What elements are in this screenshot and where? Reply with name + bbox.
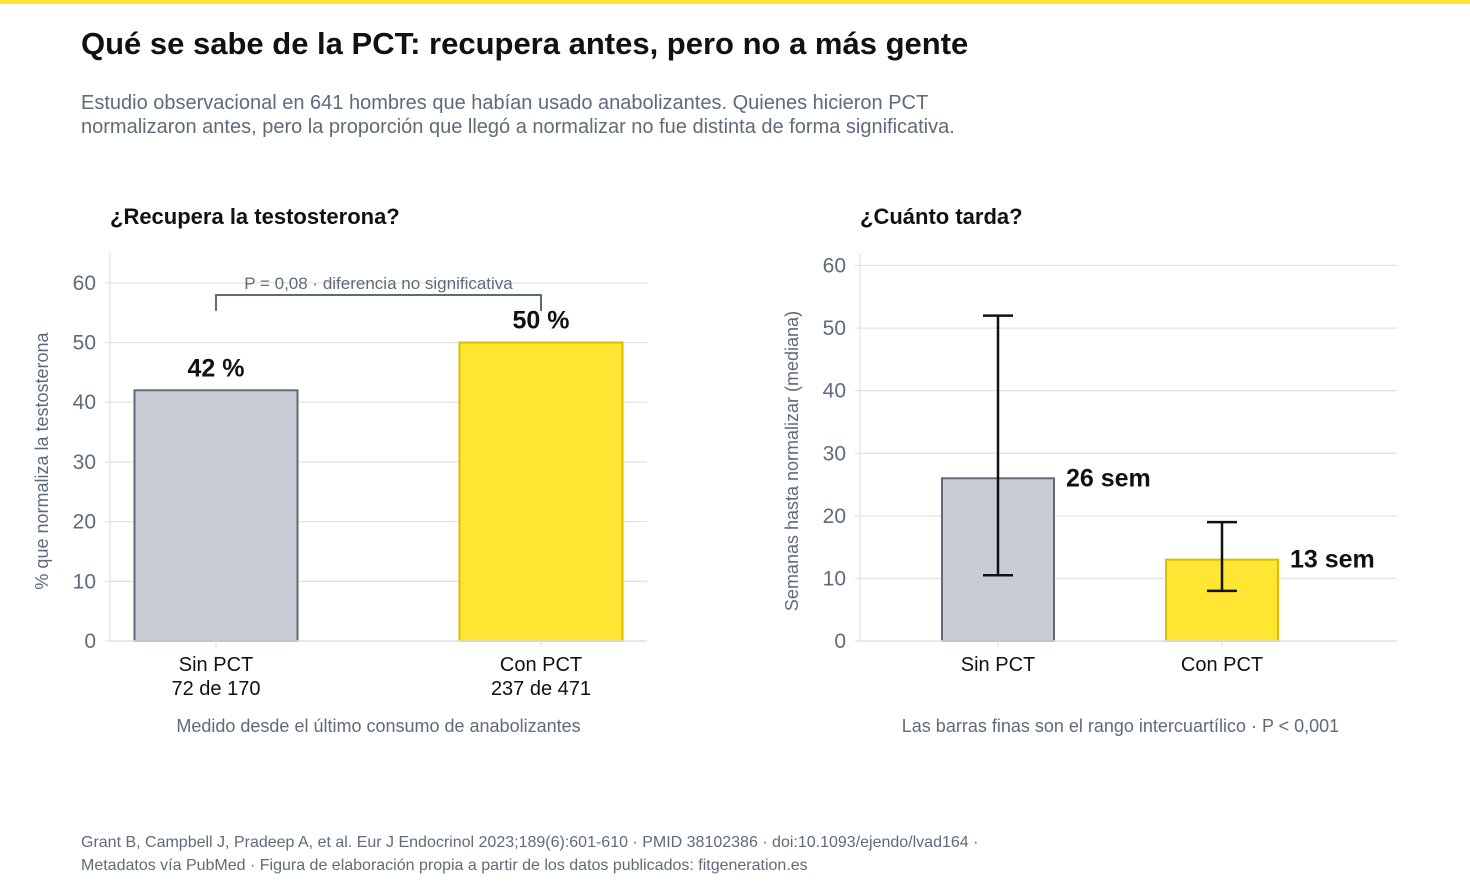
left-category-sublabel: 237 de 471: [491, 678, 591, 700]
left-ytick-label: 20: [73, 511, 96, 534]
right-ytick-label: 20: [823, 505, 846, 528]
right-y-axis-label: Semanas hasta normalizar (mediana): [782, 311, 802, 611]
right-ytick-label: 30: [823, 442, 846, 465]
right-value-label: 13 sem: [1290, 546, 1375, 574]
right-ytick-label: 50: [823, 317, 846, 340]
left-panel-title: ¿Recupera la testosterona?: [110, 204, 400, 229]
left-category-label: Con PCT: [500, 654, 582, 676]
left-significance-annotation: P = 0,08 · diferencia no significativa: [244, 274, 513, 293]
left-category-label: Sin PCT: [179, 654, 253, 676]
right-ytick-label: 40: [823, 380, 846, 403]
right-bar-con-pct: [1165, 558, 1279, 642]
left-ytick-label: 10: [73, 570, 96, 593]
left-value-label: 42 %: [188, 354, 245, 382]
right-ytick-label: 0: [834, 630, 846, 653]
right-caption: Las barras finas son el rango intercuart…: [902, 716, 1339, 736]
left-ytick-label: 60: [73, 272, 96, 295]
footer-line-1: Grant B, Campbell J, Pradeep A, et al. E…: [81, 834, 979, 851]
footer-citation: Grant B, Campbell J, Pradeep A, et al. E…: [81, 831, 978, 877]
left-bar-sin-pct: [133, 389, 299, 642]
right-ytick-label: 60: [823, 255, 846, 278]
footer-line-2: Metadatos vía PubMed · Figura de elabora…: [81, 857, 808, 874]
left-caption: Medido desde el último consumo de anabol…: [176, 716, 580, 736]
subtitle-line-2: normalizaron antes, pero la proporción q…: [81, 116, 955, 138]
right-category-label: Con PCT: [1181, 654, 1263, 676]
subtitle-line-1: Estudio observacional en 641 hombres que…: [81, 92, 929, 114]
right-panel-title: ¿Cuánto tarda?: [860, 204, 1023, 229]
right-category-label: Sin PCT: [961, 654, 1035, 676]
left-y-axis-label: % que normaliza la testosterona: [32, 331, 52, 589]
right-ytick-label: 10: [823, 567, 846, 590]
page-subtitle: Estudio observacional en 641 hombres que…: [81, 91, 1181, 139]
left-ytick-label: 50: [73, 332, 96, 355]
left-ytick-label: 0: [84, 630, 96, 653]
top-accent-bar: [0, 0, 1470, 4]
left-significance-bracket: [215, 294, 542, 311]
left-category-sublabel: 72 de 170: [172, 678, 261, 700]
left-value-label: 50 %: [513, 307, 570, 335]
left-ytick-label: 40: [73, 391, 96, 414]
page-title: Qué se sabe de la PCT: recupera antes, p…: [81, 26, 969, 61]
left-bar-con-pct: [458, 341, 624, 642]
left-ytick-label: 30: [73, 451, 96, 474]
right-value-label: 26 sem: [1066, 464, 1151, 492]
